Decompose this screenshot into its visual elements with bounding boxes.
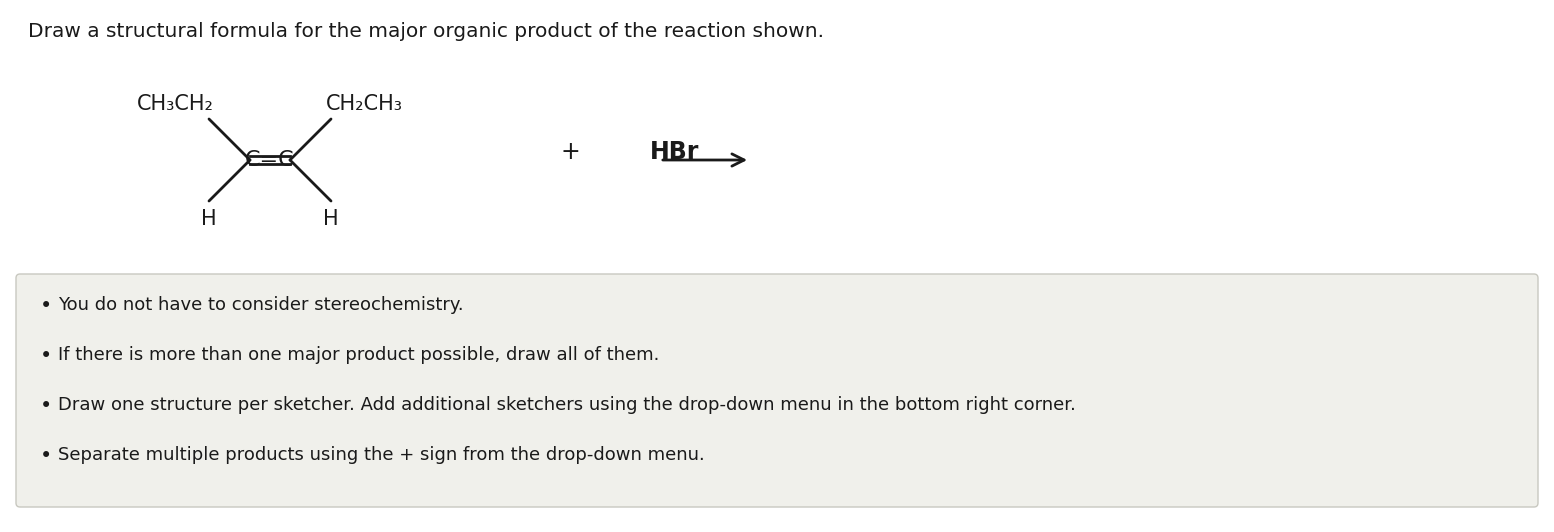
Text: •: • (40, 396, 53, 416)
Text: Separate multiple products using the + sign from the drop-down menu.: Separate multiple products using the + s… (57, 446, 706, 464)
Text: H: H (323, 209, 339, 229)
Text: H: H (200, 209, 218, 229)
Text: •: • (40, 346, 53, 366)
Text: •: • (40, 296, 53, 316)
Text: Draw a structural formula for the major organic product of the reaction shown.: Draw a structural formula for the major … (28, 22, 824, 41)
FancyBboxPatch shape (16, 274, 1538, 507)
Text: CH₃CH₂: CH₃CH₂ (137, 94, 214, 114)
Text: HBr: HBr (650, 140, 699, 164)
Text: C=C: C=C (246, 150, 295, 170)
Text: Draw one structure per sketcher. Add additional sketchers using the drop-down me: Draw one structure per sketcher. Add add… (57, 396, 1075, 414)
Text: •: • (40, 446, 53, 466)
Text: CH₂CH₃: CH₂CH₃ (326, 94, 402, 114)
Text: If there is more than one major product possible, draw all of them.: If there is more than one major product … (57, 346, 659, 364)
Text: You do not have to consider stereochemistry.: You do not have to consider stereochemis… (57, 296, 463, 314)
Text: +: + (559, 140, 580, 164)
